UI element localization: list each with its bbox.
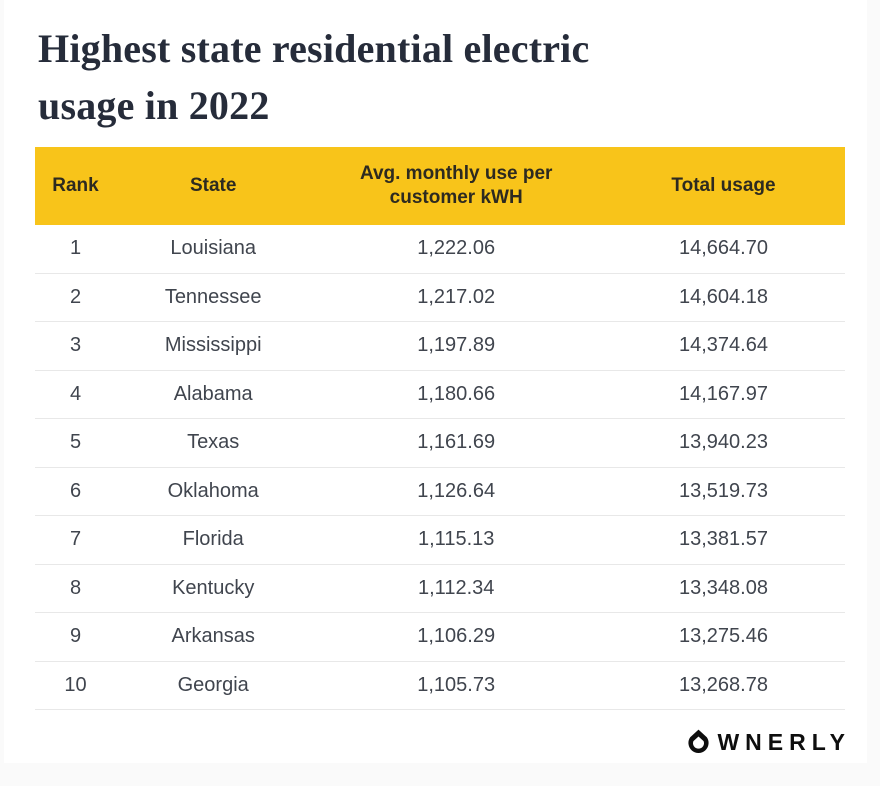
- rank-cell: 8: [69, 576, 82, 599]
- state-cell: Louisiana: [170, 237, 256, 260]
- state-cell: Arkansas: [171, 625, 255, 648]
- table-row: 7 Florida 1,115.13 13,381.57: [35, 516, 845, 565]
- table-row: 9 Arkansas 1,106.29 13,275.46: [35, 613, 845, 662]
- total-usage-cell: 13,519.73: [678, 479, 768, 502]
- state-cell: Alabama: [173, 382, 253, 405]
- total-usage-cell: 13,940.23: [678, 431, 768, 454]
- rank-cell: 7: [69, 528, 82, 551]
- table-row: 6 Oklahoma 1,126.64 13,519.73: [35, 468, 845, 516]
- table-row: 4 Alabama 1,180.66 14,167.97: [35, 371, 845, 419]
- avg-monthly-cell: 1,161.69: [417, 431, 496, 454]
- rank-cell: 2: [69, 285, 82, 308]
- total-usage-cell: 13,268.78: [678, 673, 768, 696]
- total-usage-cell: 14,604.18: [678, 285, 768, 308]
- column-header-state: State: [189, 175, 237, 196]
- rank-cell: 5: [69, 431, 82, 454]
- page-title-line2: usage in 2022: [38, 83, 270, 128]
- total-usage-cell: 14,167.97: [678, 382, 768, 405]
- avg-monthly-cell: 1,197.89: [417, 334, 496, 357]
- rank-cell: 3: [69, 334, 82, 357]
- table-row: 10 Georgia 1,105.73 13,268.78: [35, 662, 845, 710]
- column-header-total-usage: Total usage: [671, 175, 776, 196]
- table-row: 8 Kentucky 1,112.34 13,348.08: [35, 565, 845, 613]
- state-cell: Georgia: [177, 673, 249, 696]
- state-cell: Oklahoma: [167, 479, 259, 502]
- rank-cell: 9: [69, 625, 82, 648]
- avg-monthly-cell: 1,126.64: [417, 479, 496, 502]
- total-usage-cell: 13,348.08: [678, 576, 768, 599]
- avg-monthly-cell: 1,106.29: [417, 625, 496, 648]
- avg-monthly-cell: 1,217.02: [417, 285, 496, 308]
- page-title: Highest state residential electric usage…: [4, 0, 867, 134]
- content-card: Highest state residential electric usage…: [4, 0, 867, 763]
- footer: WNERLY: [4, 727, 845, 757]
- total-usage-cell: 13,275.46: [678, 625, 768, 648]
- avg-monthly-cell: 1,180.66: [417, 382, 496, 405]
- state-cell: Texas: [187, 431, 240, 454]
- avg-monthly-cell: 1,222.06: [417, 237, 496, 260]
- avg-monthly-cell: 1,115.13: [418, 528, 495, 551]
- column-header-rank: Rank: [52, 175, 99, 196]
- ownerly-house-o-icon: [685, 729, 712, 755]
- ownerly-logo-text: WNERLY: [717, 728, 851, 755]
- avg-monthly-cell: 1,105.73: [417, 673, 496, 696]
- state-cell: Tennessee: [164, 285, 262, 308]
- rank-cell: 10: [64, 673, 87, 696]
- usage-table: Rank State Avg. monthly use per customer…: [35, 147, 845, 710]
- table-body: 1 Louisiana 1,222.06 14,664.70 2 Tenness…: [35, 225, 845, 710]
- ownerly-logo: WNERLY: [685, 729, 845, 756]
- table-row: 5 Texas 1,161.69 13,940.23: [35, 419, 845, 468]
- table-row: 1 Louisiana 1,222.06 14,664.70: [35, 225, 845, 274]
- avg-monthly-cell: 1,112.34: [418, 576, 495, 599]
- rank-cell: 4: [69, 382, 82, 405]
- total-usage-cell: 14,374.64: [678, 334, 768, 357]
- table-row: 3 Mississippi 1,197.89 14,374.64: [35, 322, 845, 371]
- page-title-line1: Highest state residential electric: [38, 26, 590, 71]
- rank-cell: 6: [69, 479, 82, 502]
- table-header-row: Rank State Avg. monthly use per customer…: [35, 147, 845, 225]
- state-cell: Florida: [182, 528, 244, 551]
- total-usage-cell: 13,381.57: [678, 528, 768, 551]
- table-row: 2 Tennessee 1,217.02 14,604.18: [35, 274, 845, 322]
- column-header-avg-monthly-use: Avg. monthly use per customer kWH: [359, 163, 553, 208]
- state-cell: Kentucky: [172, 576, 255, 599]
- total-usage-cell: 14,664.70: [678, 237, 768, 260]
- state-cell: Mississippi: [164, 334, 262, 357]
- rank-cell: 1: [69, 237, 82, 260]
